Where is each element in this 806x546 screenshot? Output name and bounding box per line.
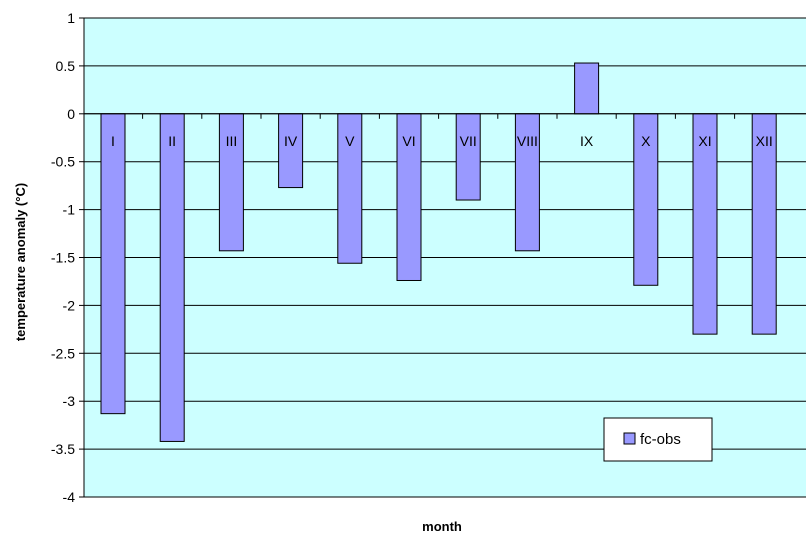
category-labels: I II III IV V VI VII VIII IX X XI XII	[111, 133, 773, 149]
bar-XI	[692, 113, 718, 335]
bar-IX	[574, 62, 600, 115]
y-tick-label: -0.5	[51, 154, 75, 170]
y-tick-label: 0	[67, 106, 75, 122]
legend-box	[603, 417, 713, 462]
category-label: X	[641, 133, 651, 149]
bar-V	[337, 113, 363, 264]
bar-II	[159, 113, 185, 442]
bar-XII	[751, 113, 777, 335]
legend-label: fc-obs	[640, 431, 681, 448]
bar-VI	[396, 113, 422, 281]
bar-X	[633, 113, 659, 286]
category-label: IX	[580, 133, 594, 149]
category-label: III	[226, 133, 238, 149]
y-tick-label: -2.5	[51, 345, 75, 361]
y-axis: 1 0.5 0 -0.5 -1 -1.5 -2 -2.5 -3 -3.5 -4	[51, 10, 85, 505]
category-label: VIII	[517, 133, 538, 149]
bar-VIII	[514, 113, 540, 252]
category-label: XI	[698, 133, 711, 149]
category-label: II	[168, 133, 176, 149]
y-tick-label: -4	[63, 489, 76, 505]
category-label: VI	[402, 133, 415, 149]
y-tick-label: 1	[67, 10, 75, 26]
y-axis-title: temperature anomaly (°C)	[13, 183, 28, 341]
bar-I	[100, 113, 126, 415]
y-tick-label: -1	[63, 202, 76, 218]
y-tick-label: -3	[63, 393, 76, 409]
category-label: I	[111, 133, 115, 149]
y-tick-label: 0.5	[56, 58, 76, 74]
legend-swatch	[623, 432, 636, 445]
bars	[84, 62, 806, 442]
x-axis-title: month	[422, 519, 462, 534]
category-label: V	[345, 133, 355, 149]
plot-area	[84, 17, 806, 498]
legend: fc-obs	[603, 417, 713, 462]
category-label: VII	[460, 133, 477, 149]
bar-IV	[278, 113, 304, 189]
bar-III	[218, 113, 244, 252]
category-label: XII	[756, 133, 773, 149]
y-tick-label: -1.5	[51, 250, 75, 266]
category-label: IV	[284, 133, 298, 149]
y-tick-label: -2	[63, 297, 76, 313]
y-tick-label: -3.5	[51, 441, 75, 457]
bar-VII	[455, 113, 481, 201]
